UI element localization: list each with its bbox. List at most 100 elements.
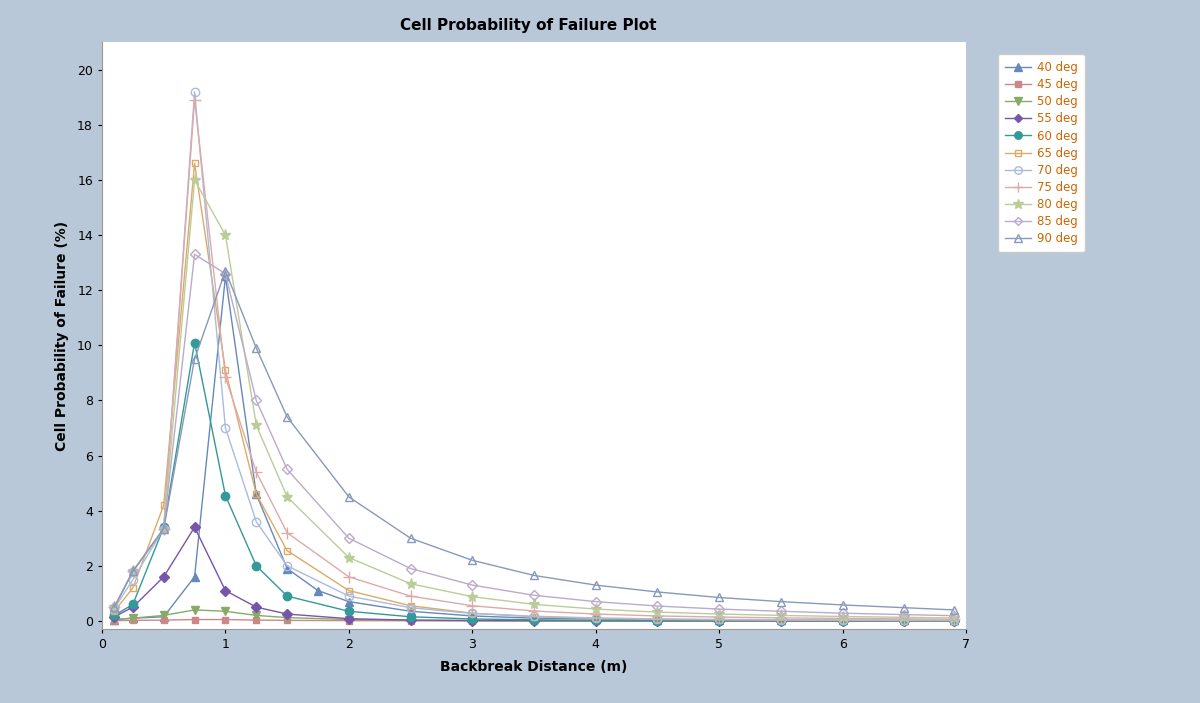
50 deg xyxy=(342,615,356,624)
Y-axis label: Cell Probability of Failure (%): Cell Probability of Failure (%) xyxy=(55,221,68,451)
70 deg xyxy=(588,614,602,622)
90 deg xyxy=(588,581,602,589)
60 deg xyxy=(774,617,788,625)
45 deg xyxy=(774,617,788,625)
60 deg xyxy=(403,612,418,621)
40 deg xyxy=(835,616,850,624)
65 deg xyxy=(107,607,121,616)
50 deg xyxy=(835,617,850,625)
60 deg xyxy=(126,600,140,609)
90 deg xyxy=(218,266,233,275)
90 deg xyxy=(280,413,294,421)
60 deg xyxy=(712,617,726,625)
60 deg xyxy=(342,607,356,616)
70 deg xyxy=(107,605,121,613)
45 deg xyxy=(342,617,356,625)
80 deg xyxy=(650,608,665,617)
45 deg xyxy=(947,617,961,625)
40 deg xyxy=(588,614,602,623)
90 deg xyxy=(650,588,665,596)
55 deg xyxy=(107,612,121,621)
50 deg xyxy=(588,617,602,625)
50 deg xyxy=(774,617,788,625)
60 deg xyxy=(650,617,665,625)
50 deg xyxy=(156,611,170,619)
80 deg xyxy=(156,524,170,533)
Line: 70 deg: 70 deg xyxy=(110,88,958,624)
55 deg xyxy=(712,617,726,625)
40 deg xyxy=(527,614,541,622)
90 deg xyxy=(466,556,480,565)
85 deg xyxy=(650,602,665,610)
60 deg xyxy=(187,338,202,347)
85 deg xyxy=(187,250,202,259)
75 deg xyxy=(835,614,850,623)
55 deg xyxy=(280,610,294,618)
75 deg xyxy=(588,610,602,618)
80 deg xyxy=(466,593,480,601)
85 deg xyxy=(250,396,264,405)
90 deg xyxy=(156,524,170,533)
60 deg xyxy=(107,611,121,619)
65 deg xyxy=(187,159,202,167)
65 deg xyxy=(280,546,294,555)
70 deg xyxy=(156,524,170,533)
60 deg xyxy=(835,617,850,625)
85 deg xyxy=(835,609,850,617)
40 deg xyxy=(156,612,170,621)
65 deg xyxy=(835,617,850,625)
65 deg xyxy=(403,602,418,610)
85 deg xyxy=(280,465,294,474)
65 deg xyxy=(527,612,541,621)
55 deg xyxy=(947,617,961,625)
45 deg xyxy=(280,616,294,624)
75 deg xyxy=(187,96,202,104)
55 deg xyxy=(466,617,480,625)
Line: 50 deg: 50 deg xyxy=(110,606,958,625)
75 deg xyxy=(650,612,665,620)
65 deg xyxy=(126,583,140,592)
80 deg xyxy=(107,603,121,612)
70 deg xyxy=(403,603,418,612)
65 deg xyxy=(947,617,961,625)
70 deg xyxy=(187,88,202,96)
Line: 65 deg: 65 deg xyxy=(110,160,958,624)
45 deg xyxy=(588,617,602,625)
55 deg xyxy=(835,617,850,625)
85 deg xyxy=(588,598,602,606)
45 deg xyxy=(107,617,121,625)
85 deg xyxy=(126,567,140,576)
40 deg xyxy=(107,615,121,624)
Text: Cell Probability of Failure Plot: Cell Probability of Failure Plot xyxy=(400,18,656,32)
60 deg xyxy=(280,592,294,600)
60 deg xyxy=(588,616,602,624)
45 deg xyxy=(835,617,850,625)
75 deg xyxy=(250,468,264,477)
65 deg xyxy=(218,366,233,375)
70 deg xyxy=(466,610,480,618)
Line: 45 deg: 45 deg xyxy=(110,616,958,624)
50 deg xyxy=(527,617,541,625)
80 deg xyxy=(527,600,541,609)
85 deg xyxy=(898,610,912,619)
85 deg xyxy=(107,603,121,612)
90 deg xyxy=(403,534,418,543)
80 deg xyxy=(835,612,850,621)
40 deg xyxy=(218,272,233,280)
55 deg xyxy=(650,617,665,625)
45 deg xyxy=(403,617,418,625)
80 deg xyxy=(712,610,726,618)
45 deg xyxy=(126,616,140,624)
90 deg xyxy=(947,606,961,614)
75 deg xyxy=(527,607,541,615)
70 deg xyxy=(527,612,541,621)
55 deg xyxy=(250,603,264,612)
90 deg xyxy=(187,355,202,363)
60 deg xyxy=(898,617,912,625)
60 deg xyxy=(466,614,480,623)
50 deg xyxy=(250,611,264,619)
45 deg xyxy=(250,616,264,624)
55 deg xyxy=(403,616,418,624)
55 deg xyxy=(126,603,140,612)
80 deg xyxy=(126,567,140,576)
